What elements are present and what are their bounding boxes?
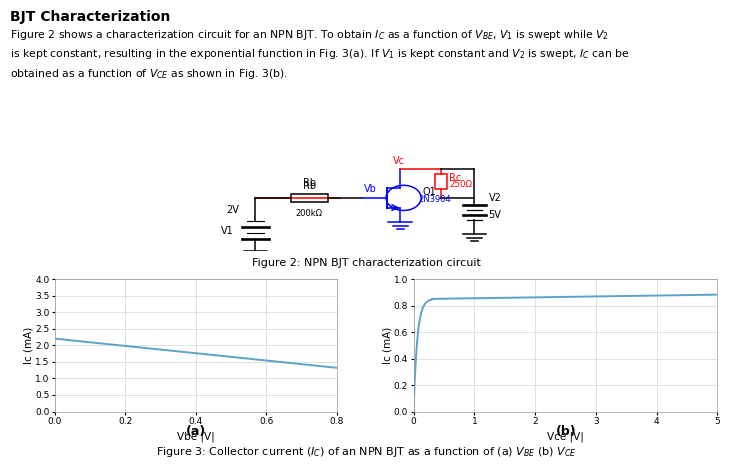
Text: 5V: 5V (488, 210, 501, 220)
Text: (b): (b) (556, 425, 576, 438)
Text: Rb: Rb (303, 181, 316, 191)
Text: (a): (a) (186, 425, 206, 438)
Text: Rc: Rc (449, 173, 461, 183)
Y-axis label: Ic (mA): Ic (mA) (23, 326, 34, 364)
Text: Figure 2 shows a characterization circuit for an NPN BJT. To obtain $I_C$ as a f: Figure 2 shows a characterization circui… (10, 28, 630, 81)
Text: 2V: 2V (225, 205, 239, 215)
Text: Figure 3: Collector current ($I_C$) of an NPN BJT as a function of (a) $V_{BE}$ : Figure 3: Collector current ($I_C$) of a… (156, 445, 576, 459)
Bar (435, 174, 447, 189)
Text: Vc: Vc (392, 156, 405, 166)
Text: Vb: Vb (364, 184, 377, 194)
Text: Rb: Rb (303, 178, 316, 188)
Y-axis label: Ic (mA): Ic (mA) (382, 326, 392, 364)
Text: Figure 2: NPN BJT characterization circuit: Figure 2: NPN BJT characterization circu… (252, 258, 480, 268)
X-axis label: Vce |V|: Vce |V| (547, 432, 584, 442)
Bar (291, 193, 328, 202)
X-axis label: Vbe |V|: Vbe |V| (177, 432, 214, 442)
Text: BJT Characterization: BJT Characterization (10, 10, 171, 24)
Text: V2: V2 (488, 193, 501, 203)
Text: V1: V1 (221, 226, 234, 236)
Text: 200kΩ: 200kΩ (296, 209, 323, 218)
Text: 250Ω: 250Ω (449, 180, 472, 189)
Text: 2N3904: 2N3904 (419, 195, 452, 204)
Text: Q1: Q1 (422, 187, 436, 197)
